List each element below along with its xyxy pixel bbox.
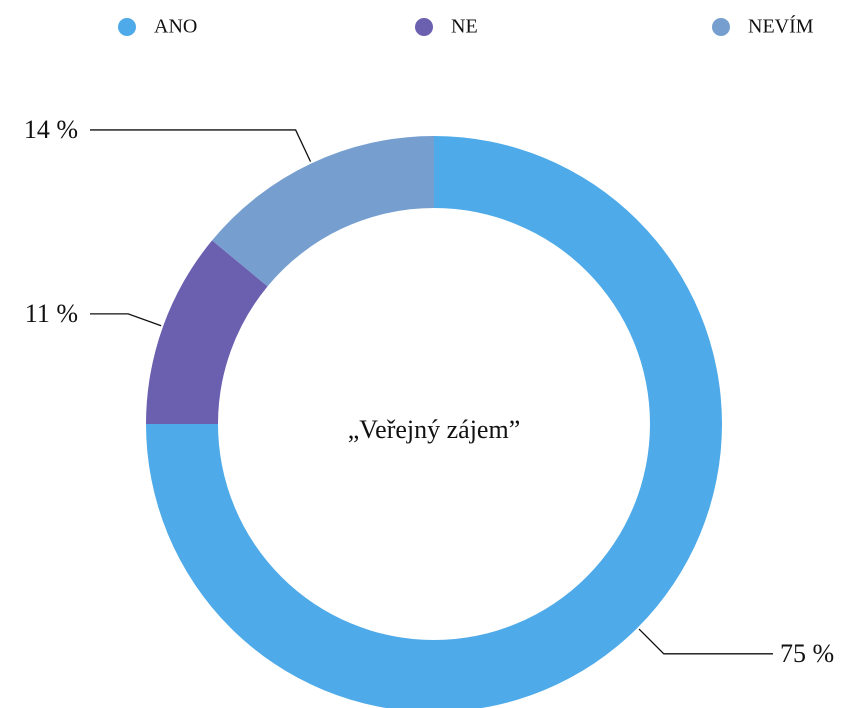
donut-slice <box>212 136 434 287</box>
legend-label: NEVÍM <box>748 15 814 38</box>
data-label: 14 % <box>24 115 78 144</box>
legend-swatch <box>712 18 730 36</box>
donut-slice <box>146 240 268 424</box>
legend-label: ANO <box>154 16 197 38</box>
leader-line <box>90 129 312 162</box>
data-label: 75 % <box>780 639 834 668</box>
leader-line <box>638 628 773 655</box>
legend-label: NE <box>451 16 478 38</box>
data-label: 11 % <box>25 299 78 328</box>
legend-swatch <box>415 18 433 36</box>
leader-line <box>90 313 162 327</box>
legend-swatch <box>118 18 136 36</box>
chart-title: „Veřejný zájem” <box>348 415 521 444</box>
